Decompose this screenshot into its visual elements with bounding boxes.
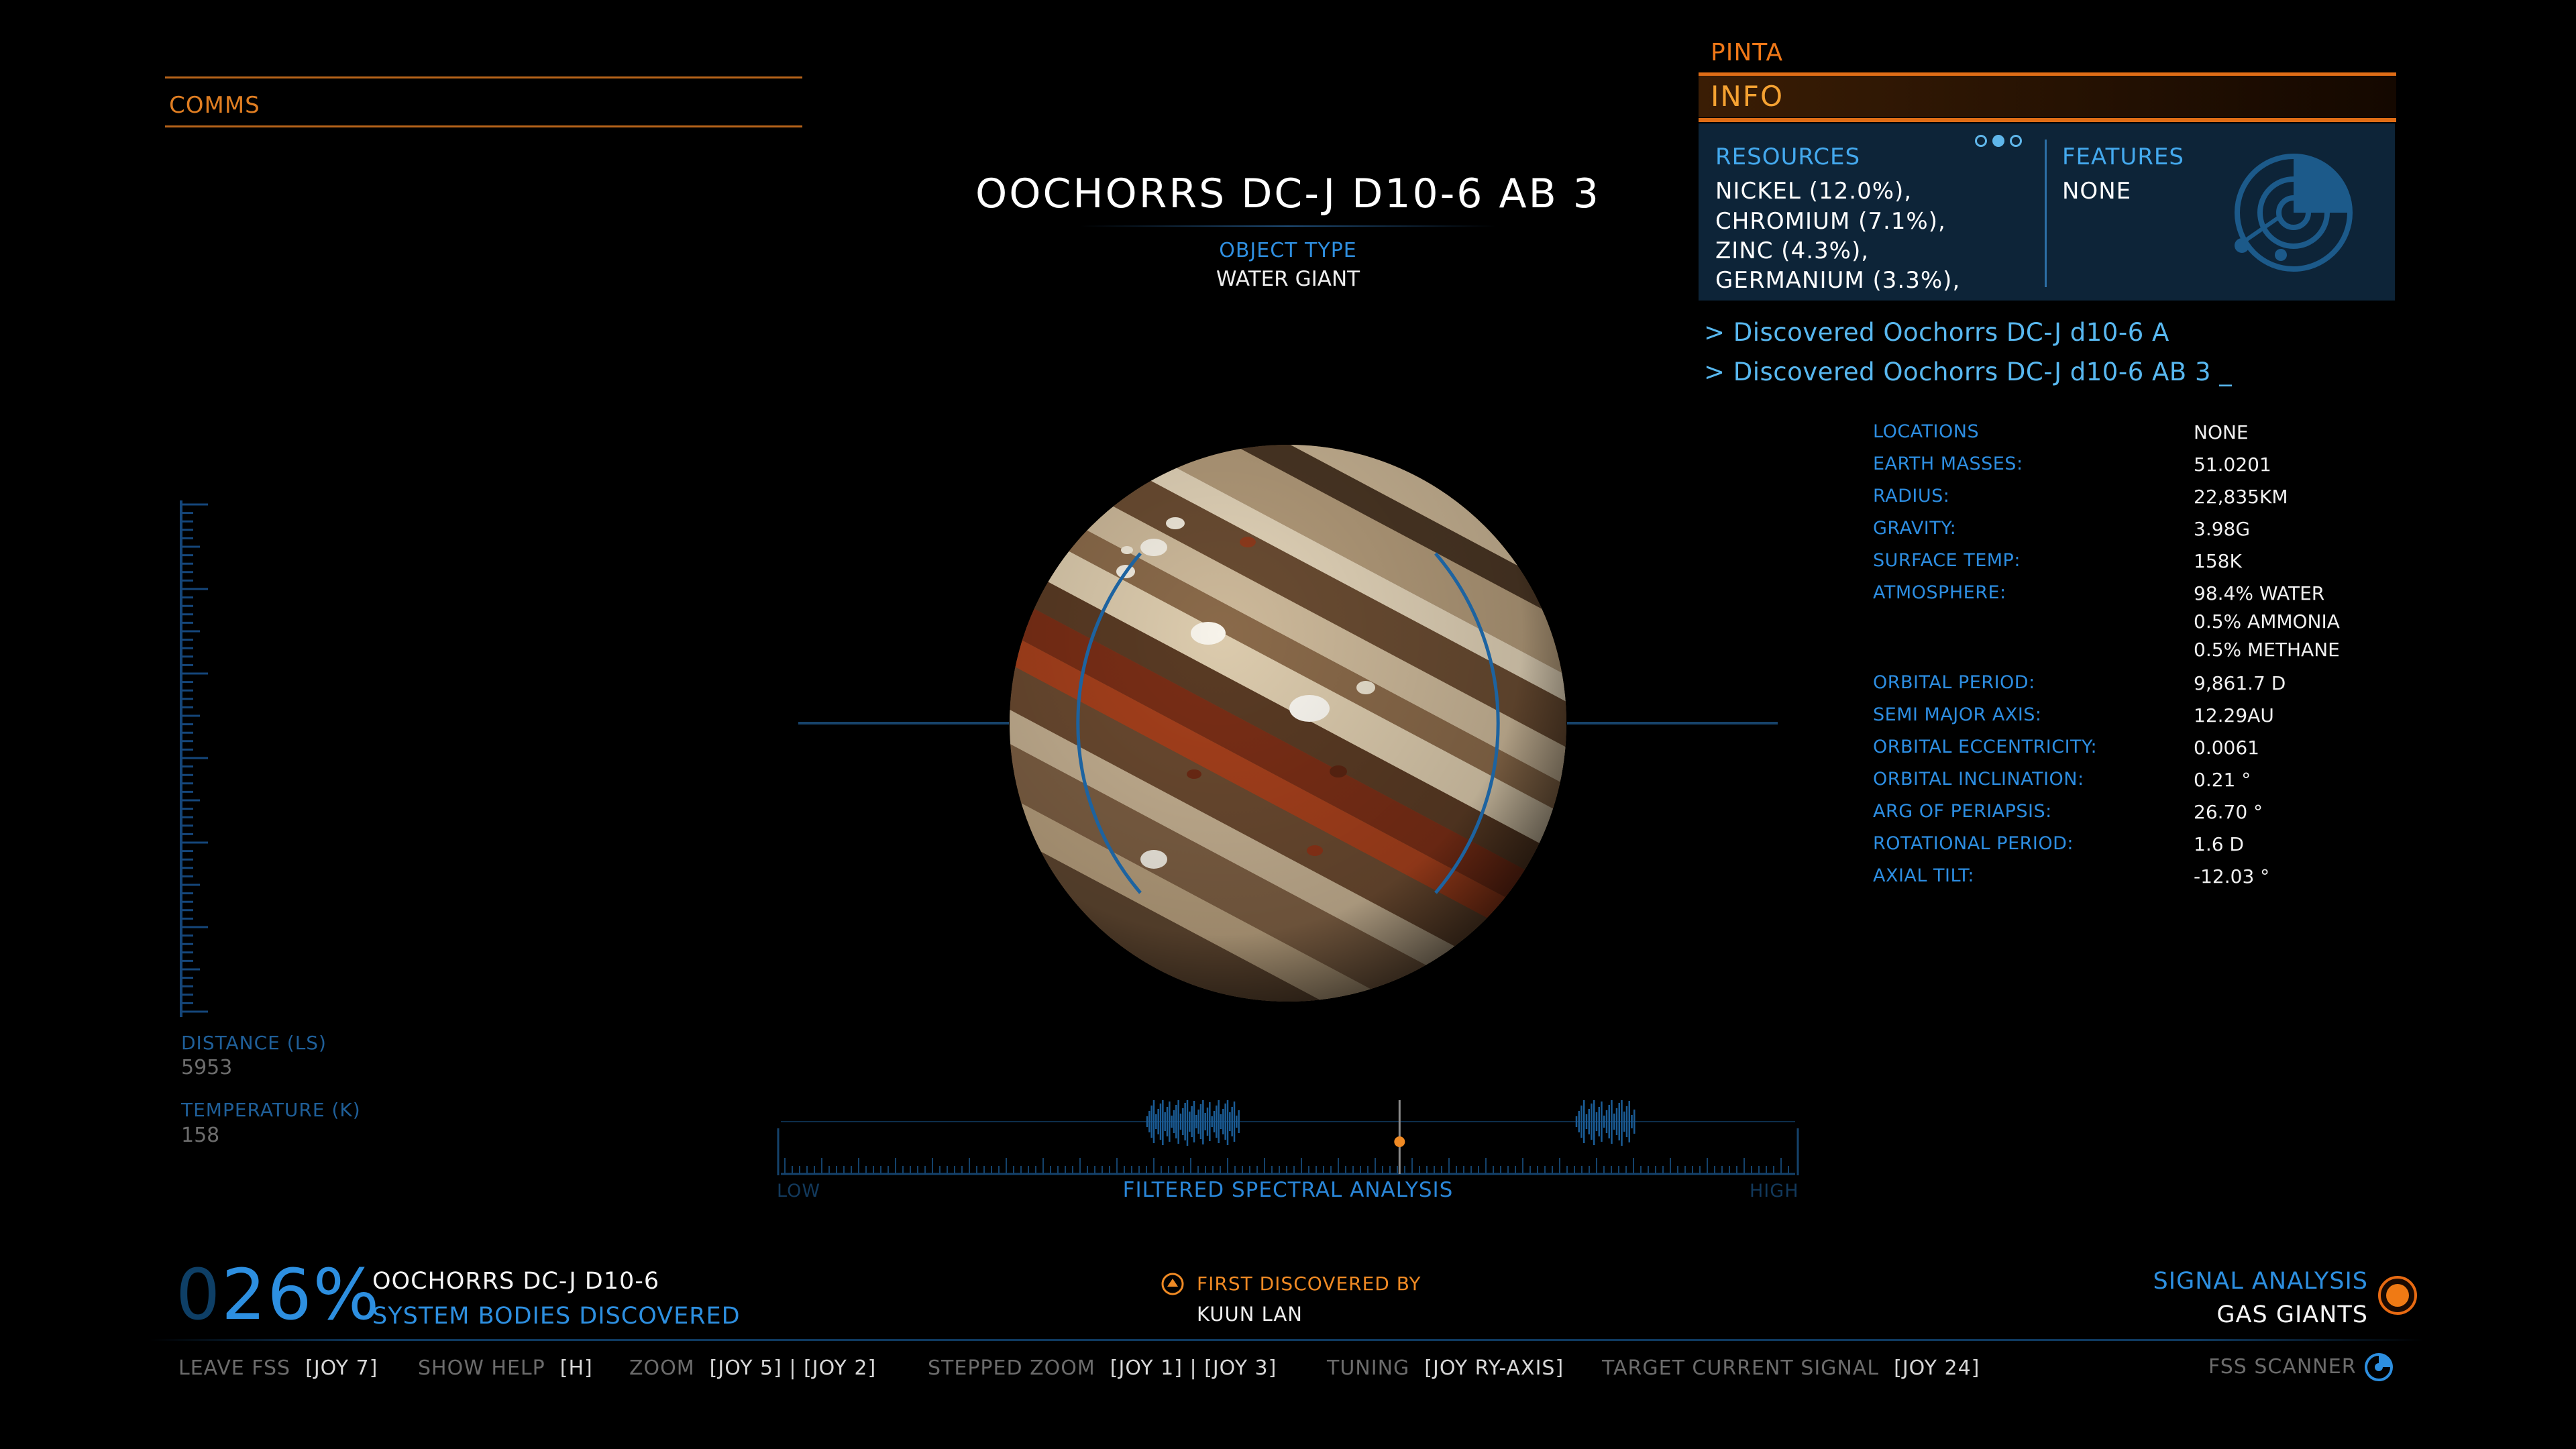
signal-analysis-label: SIGNAL ANALYSIS <box>2153 1268 2368 1295</box>
resource-item: GERMANIUM (3.3%), <box>1715 267 1961 294</box>
resource-item: NICKEL (12.0%), <box>1715 178 1913 205</box>
stat-value: 0.0061 <box>2194 737 2259 759</box>
discovery-progress: 026% <box>176 1260 380 1330</box>
target-arc-right <box>1434 552 1500 894</box>
hint-target-signal[interactable]: TARGET CURRENT SIGNAL [JOY 24] <box>1602 1356 1980 1380</box>
tuner-marker <box>1394 1136 1405 1147</box>
distance-value: 5953 <box>181 1056 233 1079</box>
stat-value: 158K <box>2194 550 2242 572</box>
page-dot-3[interactable] <box>2010 135 2022 147</box>
body-title: OOCHORRS DC-J D10-6 AB 3 <box>975 170 1601 217</box>
planet-scan-icon <box>2235 154 2353 272</box>
comms-panel: COMMS <box>165 76 802 127</box>
page-dot-2[interactable] <box>1992 135 2004 147</box>
planet-shading <box>1010 445 1566 1002</box>
info-header-label: INFO <box>1711 80 1784 113</box>
stat-label: ROTATIONAL PERIOD: <box>1873 833 2074 854</box>
temperature-value: 158 <box>181 1124 220 1147</box>
stat-label: SEMI MAJOR AXIS: <box>1873 704 2042 725</box>
resource-item: ZINC (4.3%), <box>1715 237 1870 264</box>
stat-value: 51.0201 <box>2194 453 2271 476</box>
stat-value: 98.4% WATER <box>2194 582 2325 604</box>
object-type-label: OBJECT TYPE <box>1219 239 1357 262</box>
hint-tuning[interactable]: TUNING [JOY RY-AXIS] <box>1327 1356 1564 1380</box>
stat-value: 0.21 ° <box>2194 769 2251 791</box>
comms-label: COMMS <box>169 92 260 119</box>
hint-leave-fss[interactable]: LEAVE FSS [JOY 7] <box>178 1356 378 1380</box>
first-discovered-label: FIRST DISCOVERED BY <box>1197 1273 1421 1295</box>
ship-name: PINTA <box>1711 39 1784 66</box>
spectral-title: FILTERED SPECTRAL ANALYSIS <box>1122 1178 1454 1202</box>
distance-gauge <box>180 500 208 1017</box>
stat-label: ORBITAL PERIOD: <box>1873 672 2035 693</box>
first-discovered-value: KUUN LAN <box>1197 1303 1303 1326</box>
stat-value: 9,861.7 D <box>2194 672 2286 694</box>
features-label: FEATURES <box>2062 144 2185 170</box>
target-arc-left <box>1076 552 1142 894</box>
info-header-rule <box>1699 118 2396 122</box>
spectral-low-label: LOW <box>777 1181 821 1201</box>
panel-top-rule <box>1699 72 2396 76</box>
stat-value: 1.6 D <box>2194 833 2244 855</box>
stat-value: 0.5% AMMONIA <box>2194 610 2340 633</box>
stat-value: NONE <box>2194 421 2249 443</box>
stat-label: GRAVITY: <box>1873 518 1957 539</box>
discovery-log-item: > Discovered Oochorrs DC-J d10-6 AB 3 _ <box>1704 358 2233 386</box>
temperature-label: TEMPERATURE (K) <box>181 1099 361 1121</box>
signal-analysis-value: GAS GIANTS <box>2216 1301 2368 1328</box>
resource-item: CHROMIUM (7.1%), <box>1715 208 1946 235</box>
spectral-high-label: HIGH <box>1750 1181 1799 1201</box>
stat-value: 12.29AU <box>2194 704 2274 727</box>
discovery-log-item: > Discovered Oochorrs DC-J d10-6 A <box>1704 318 2169 347</box>
hint-zoom[interactable]: ZOOM [JOY 5] | [JOY 2] <box>629 1356 877 1380</box>
planet-view[interactable] <box>792 429 1784 1107</box>
title-divider <box>1080 225 1496 227</box>
stat-label: AXIAL TILT: <box>1873 865 1974 886</box>
stat-value: 0.5% METHANE <box>2194 639 2340 661</box>
stat-value: 3.98G <box>2194 518 2251 540</box>
signal-indicator-icon[interactable] <box>2377 1275 2418 1316</box>
progress-percent: 26% <box>221 1254 381 1336</box>
stat-value: -12.03 ° <box>2194 865 2270 888</box>
features-value: NONE <box>2062 178 2132 205</box>
fss-scanner-label: FSS SCANNER <box>2208 1355 2357 1379</box>
stat-label: ORBITAL ECCENTRICITY: <box>1873 737 2098 757</box>
stat-value: 26.70 ° <box>2194 801 2263 823</box>
object-type-value: WATER GIANT <box>1216 267 1360 291</box>
panel-divider <box>2045 140 2047 287</box>
info-header: INFO <box>1699 76 2396 117</box>
fss-scanner-icon[interactable] <box>2364 1352 2394 1382</box>
system-name: OOCHORRS DC-J D10-6 <box>372 1268 660 1295</box>
progress-ghost-digit: 0 <box>176 1254 222 1336</box>
first-discovered-icon <box>1161 1273 1184 1295</box>
resources-label: RESOURCES <box>1715 144 1861 170</box>
spectral-analysis-band[interactable] <box>771 1100 1805 1214</box>
stat-label: EARTH MASSES: <box>1873 453 2023 474</box>
distance-label: DISTANCE (LS) <box>181 1032 327 1054</box>
stat-label: ATMOSPHERE: <box>1873 582 2006 603</box>
stat-label: SURFACE TEMP: <box>1873 550 2021 571</box>
hint-stepped-zoom[interactable]: STEPPED ZOOM [JOY 1] | [JOY 3] <box>928 1356 1277 1380</box>
hint-show-help[interactable]: SHOW HELP [H] <box>418 1356 593 1380</box>
stat-label: RADIUS: <box>1873 486 1950 506</box>
system-progress-label: SYSTEM BODIES DISCOVERED <box>372 1303 741 1330</box>
stat-label: ARG OF PERIAPSIS: <box>1873 801 2052 822</box>
stat-label: LOCATIONS <box>1873 421 1980 442</box>
bottom-divider <box>149 1339 2424 1341</box>
stat-label: ORBITAL INCLINATION: <box>1873 769 2084 790</box>
stat-value: 22,835KM <box>2194 486 2288 508</box>
page-dot-1[interactable] <box>1975 135 1987 147</box>
